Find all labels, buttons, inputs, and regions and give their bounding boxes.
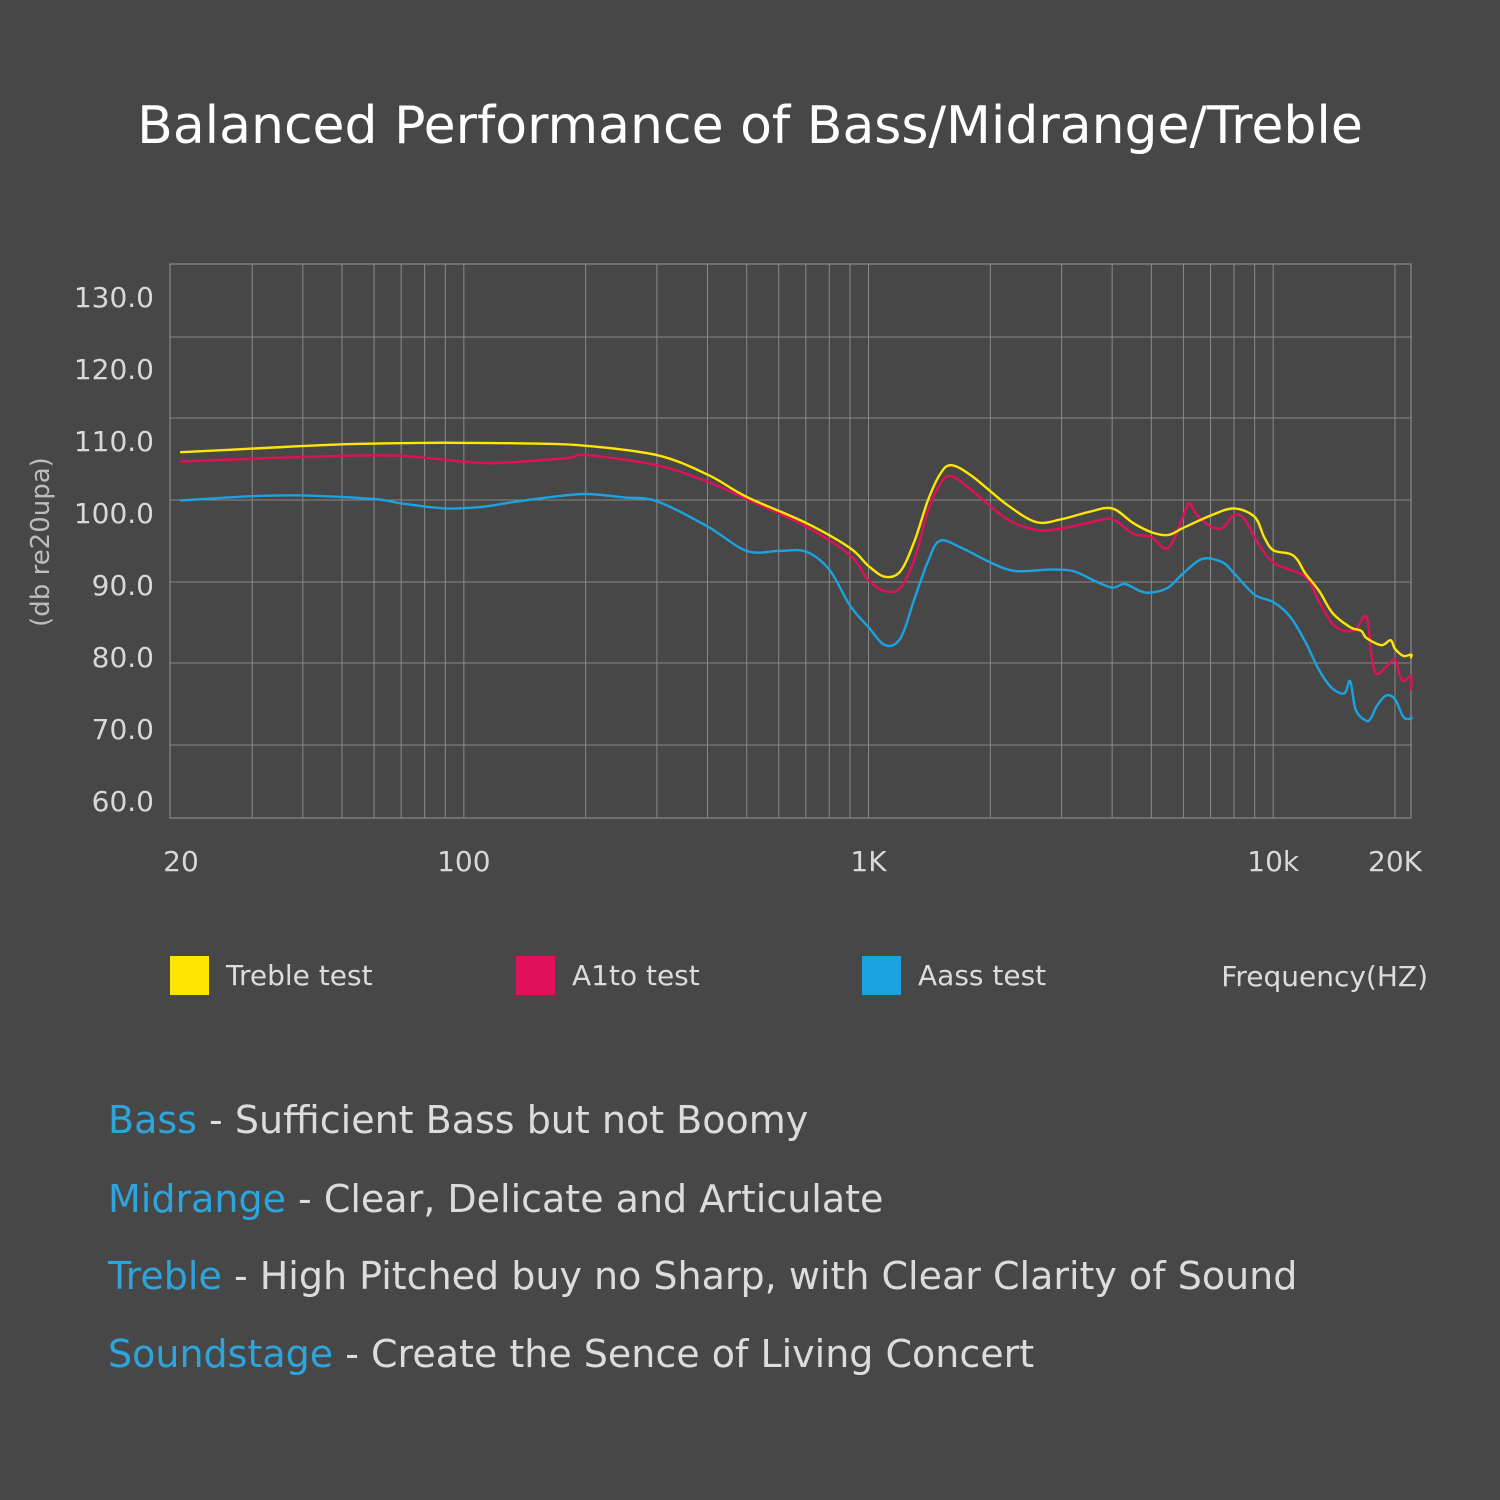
x-tick-label: 20K	[1368, 845, 1423, 878]
series-line-aass	[179, 492, 1413, 723]
y-tick-label: 80.0	[92, 641, 154, 674]
legend-swatch-a1to	[516, 956, 555, 995]
description-term: Soundstage	[108, 1332, 334, 1376]
legend-swatch-aass	[862, 956, 901, 995]
series-line-a1to	[179, 453, 1413, 691]
description-term: Treble	[108, 1254, 222, 1298]
legend-swatch-treble	[170, 956, 209, 995]
series-line-treble	[179, 441, 1413, 659]
y-tick-label: 120.0	[74, 353, 154, 386]
legend-label-a1to: A1to test	[572, 959, 700, 992]
description-term: Midrange	[108, 1177, 286, 1221]
description-text: - High Pitched buy no Sharp, with Clear …	[221, 1254, 1298, 1298]
legend-item-a1to: A1to test	[516, 956, 700, 995]
chart-title: Balanced Performance of Bass/Midrange/Tr…	[137, 96, 1363, 156]
description-bass: Bass - Sufficient Bass but not Boomy	[108, 1098, 808, 1142]
frequency-response-chart: 130.0 120.0 110.0 100.0 90.0 80.0 70.0 60.0 20 10…	[74, 263, 1423, 878]
description-soundstage: Soundstage - Create the Sence of Living …	[108, 1332, 1034, 1376]
description-text: - Create the Sence of Living Concert	[333, 1332, 1035, 1376]
x-tick-label: 10k	[1247, 845, 1300, 878]
description-midrange: Midrange - Clear, Delicate and Articulat…	[108, 1177, 883, 1221]
y-tick-label: 100.0	[74, 497, 154, 530]
legend-label-aass: Aass test	[918, 959, 1047, 992]
x-tick-label: 100	[437, 845, 490, 878]
y-tick-label: 110.0	[74, 425, 154, 458]
y-tick-label: 90.0	[92, 569, 154, 602]
plot-frame	[169, 263, 1412, 819]
description-text: - Clear, Delicate and Articulate	[285, 1177, 884, 1221]
x-tick-label: 20	[163, 845, 199, 878]
description-treble: Treble - High Pitched buy no Sharp, with…	[108, 1254, 1297, 1298]
y-tick-label: 60.0	[92, 785, 154, 818]
legend-item-aass: Aass test	[862, 956, 1046, 995]
description-term: Bass	[108, 1098, 197, 1142]
y-tick-label: 130.0	[74, 281, 154, 314]
x-axis-label: Frequency(HZ)	[1221, 960, 1428, 993]
y-tick-label: 70.0	[92, 713, 154, 746]
x-tick-label: 1K	[850, 845, 887, 878]
legend-label-treble: Treble test	[226, 959, 373, 992]
description-text: - Sufficient Bass but not Boomy	[196, 1098, 809, 1142]
legend-item-treble: Treble test	[170, 956, 373, 995]
